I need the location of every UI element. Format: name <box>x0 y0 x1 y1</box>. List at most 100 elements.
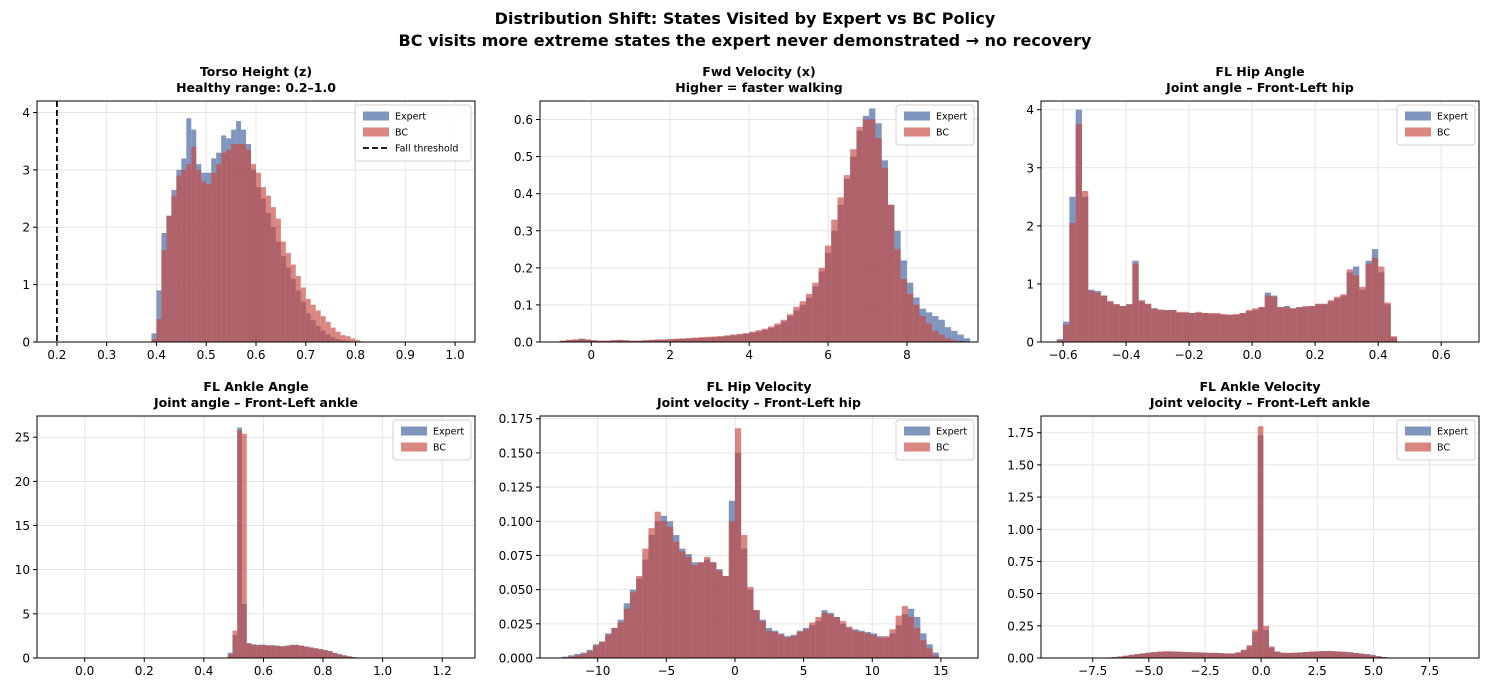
bc-bar <box>1274 651 1281 658</box>
bc-bar <box>654 511 661 658</box>
bc-bar <box>749 331 756 342</box>
panel-title: FL Hip Angle <box>1215 64 1304 79</box>
expert-bar <box>932 652 939 658</box>
legend-swatch-expert <box>904 111 930 121</box>
bc-bar <box>895 615 902 658</box>
bc-bar <box>629 592 637 658</box>
legend-label: Fall threshold <box>395 144 458 155</box>
bc-bar <box>883 636 890 658</box>
y-tick-label: 1.25 <box>1007 491 1034 505</box>
bc-bar <box>1107 301 1114 342</box>
bc-bar <box>265 195 271 342</box>
bc-bar <box>584 339 592 342</box>
legend-swatch-expert <box>1405 111 1431 121</box>
bc-bar <box>635 340 642 342</box>
bc-bar <box>1212 652 1219 658</box>
y-tick-label: 0.025 <box>499 617 533 631</box>
legend-swatch-bc <box>363 127 389 137</box>
x-tick-label: 2 <box>666 348 674 362</box>
legend-swatch-bc <box>904 442 930 452</box>
y-tick-label: 0.25 <box>1007 619 1034 633</box>
bc-bar <box>1122 655 1129 658</box>
x-tick-label: 5.0 <box>1364 664 1383 678</box>
y-tick-label: 1 <box>1026 277 1034 291</box>
panel-subtitle: Higher = faster walking <box>675 80 842 95</box>
panel-title: Fwd Velocity (x) <box>702 64 815 79</box>
bc-bar <box>753 610 760 658</box>
bc-bar <box>285 253 291 342</box>
bc-bar <box>1157 309 1164 342</box>
bc-bar <box>1132 263 1139 342</box>
legend-swatch-expert <box>401 426 427 436</box>
bc-bar <box>308 647 314 658</box>
axes-frame <box>539 415 979 659</box>
y-tick-label: 0.75 <box>1007 555 1034 569</box>
bc-bar <box>736 333 743 342</box>
bc-bar <box>1207 652 1213 658</box>
bc-bar <box>843 175 851 342</box>
bc-bar <box>932 330 939 342</box>
bc-bar <box>818 267 825 342</box>
bc-bar <box>761 328 769 342</box>
y-tick-label: 5 <box>22 607 30 621</box>
bc-bar <box>270 207 276 342</box>
x-tick-label: 0.4 <box>1369 348 1388 362</box>
bc-bar <box>1245 310 1253 342</box>
bc-bar <box>303 646 309 658</box>
x-tick-label: 0.9 <box>396 348 415 362</box>
bc-bar <box>246 149 252 342</box>
bc-bar <box>870 634 878 658</box>
x-tick-label: 0.6 <box>246 348 265 362</box>
bc-bar <box>1128 654 1135 658</box>
bc-bar <box>622 340 630 342</box>
y-tick-label: 15 <box>15 519 30 533</box>
bc-bar <box>723 335 731 342</box>
bc-bar <box>1334 296 1341 342</box>
y-tick-label: 0.125 <box>499 481 533 495</box>
bc-bar <box>1336 651 1342 658</box>
y-tick-label: 0.6 <box>514 113 533 127</box>
bc-bar <box>1341 651 1348 658</box>
legend: Expert BC <box>895 419 975 461</box>
bc-bar <box>1330 651 1337 658</box>
y-tick-label: 25 <box>15 431 30 445</box>
bc-bar <box>951 340 958 342</box>
bc-bar <box>1340 294 1347 342</box>
bc-bar <box>809 622 816 658</box>
legend-label: BC <box>1437 443 1450 454</box>
bc-bar <box>1201 652 1208 658</box>
legend-label: Expert <box>1437 427 1468 438</box>
bc-bar <box>889 629 896 658</box>
panel-title: FL Hip Velocity <box>706 379 811 394</box>
bc-bar <box>1264 295 1272 342</box>
bc-bar <box>1235 652 1241 658</box>
x-tick-label: 0.4 <box>194 664 213 678</box>
bc-bar <box>1246 645 1253 658</box>
bc-bar <box>342 655 347 658</box>
y-tick-label: 0 <box>1026 336 1034 350</box>
x-tick-label: 0.0 <box>1252 664 1271 678</box>
legend-label: BC <box>433 443 446 454</box>
x-tick-label: 0.0 <box>1243 348 1262 362</box>
bc-bar <box>1229 653 1236 658</box>
bc-bar <box>673 541 680 658</box>
legend: Expert BC <box>1396 104 1476 146</box>
bc-bar <box>1240 649 1247 658</box>
bc-bar <box>875 138 882 342</box>
bc-bar <box>1151 652 1157 658</box>
suptitle-line2: BC visits more extreme states the expert… <box>399 31 1092 50</box>
bc-bar <box>691 565 698 658</box>
panel-title: Torso Height (z) <box>200 64 312 79</box>
bc-bar <box>350 338 356 342</box>
bc-bar <box>280 241 286 342</box>
bc-bar <box>1308 651 1314 658</box>
bc-bar <box>1195 311 1202 342</box>
bc-bar <box>603 340 611 342</box>
y-tick-label: 0 <box>22 336 30 350</box>
bc-bar <box>597 340 604 342</box>
x-tick-label: 10 <box>865 664 880 678</box>
bc-bar <box>1313 651 1320 658</box>
y-tick-label: 1 <box>22 278 30 292</box>
expert-bar <box>938 319 945 342</box>
